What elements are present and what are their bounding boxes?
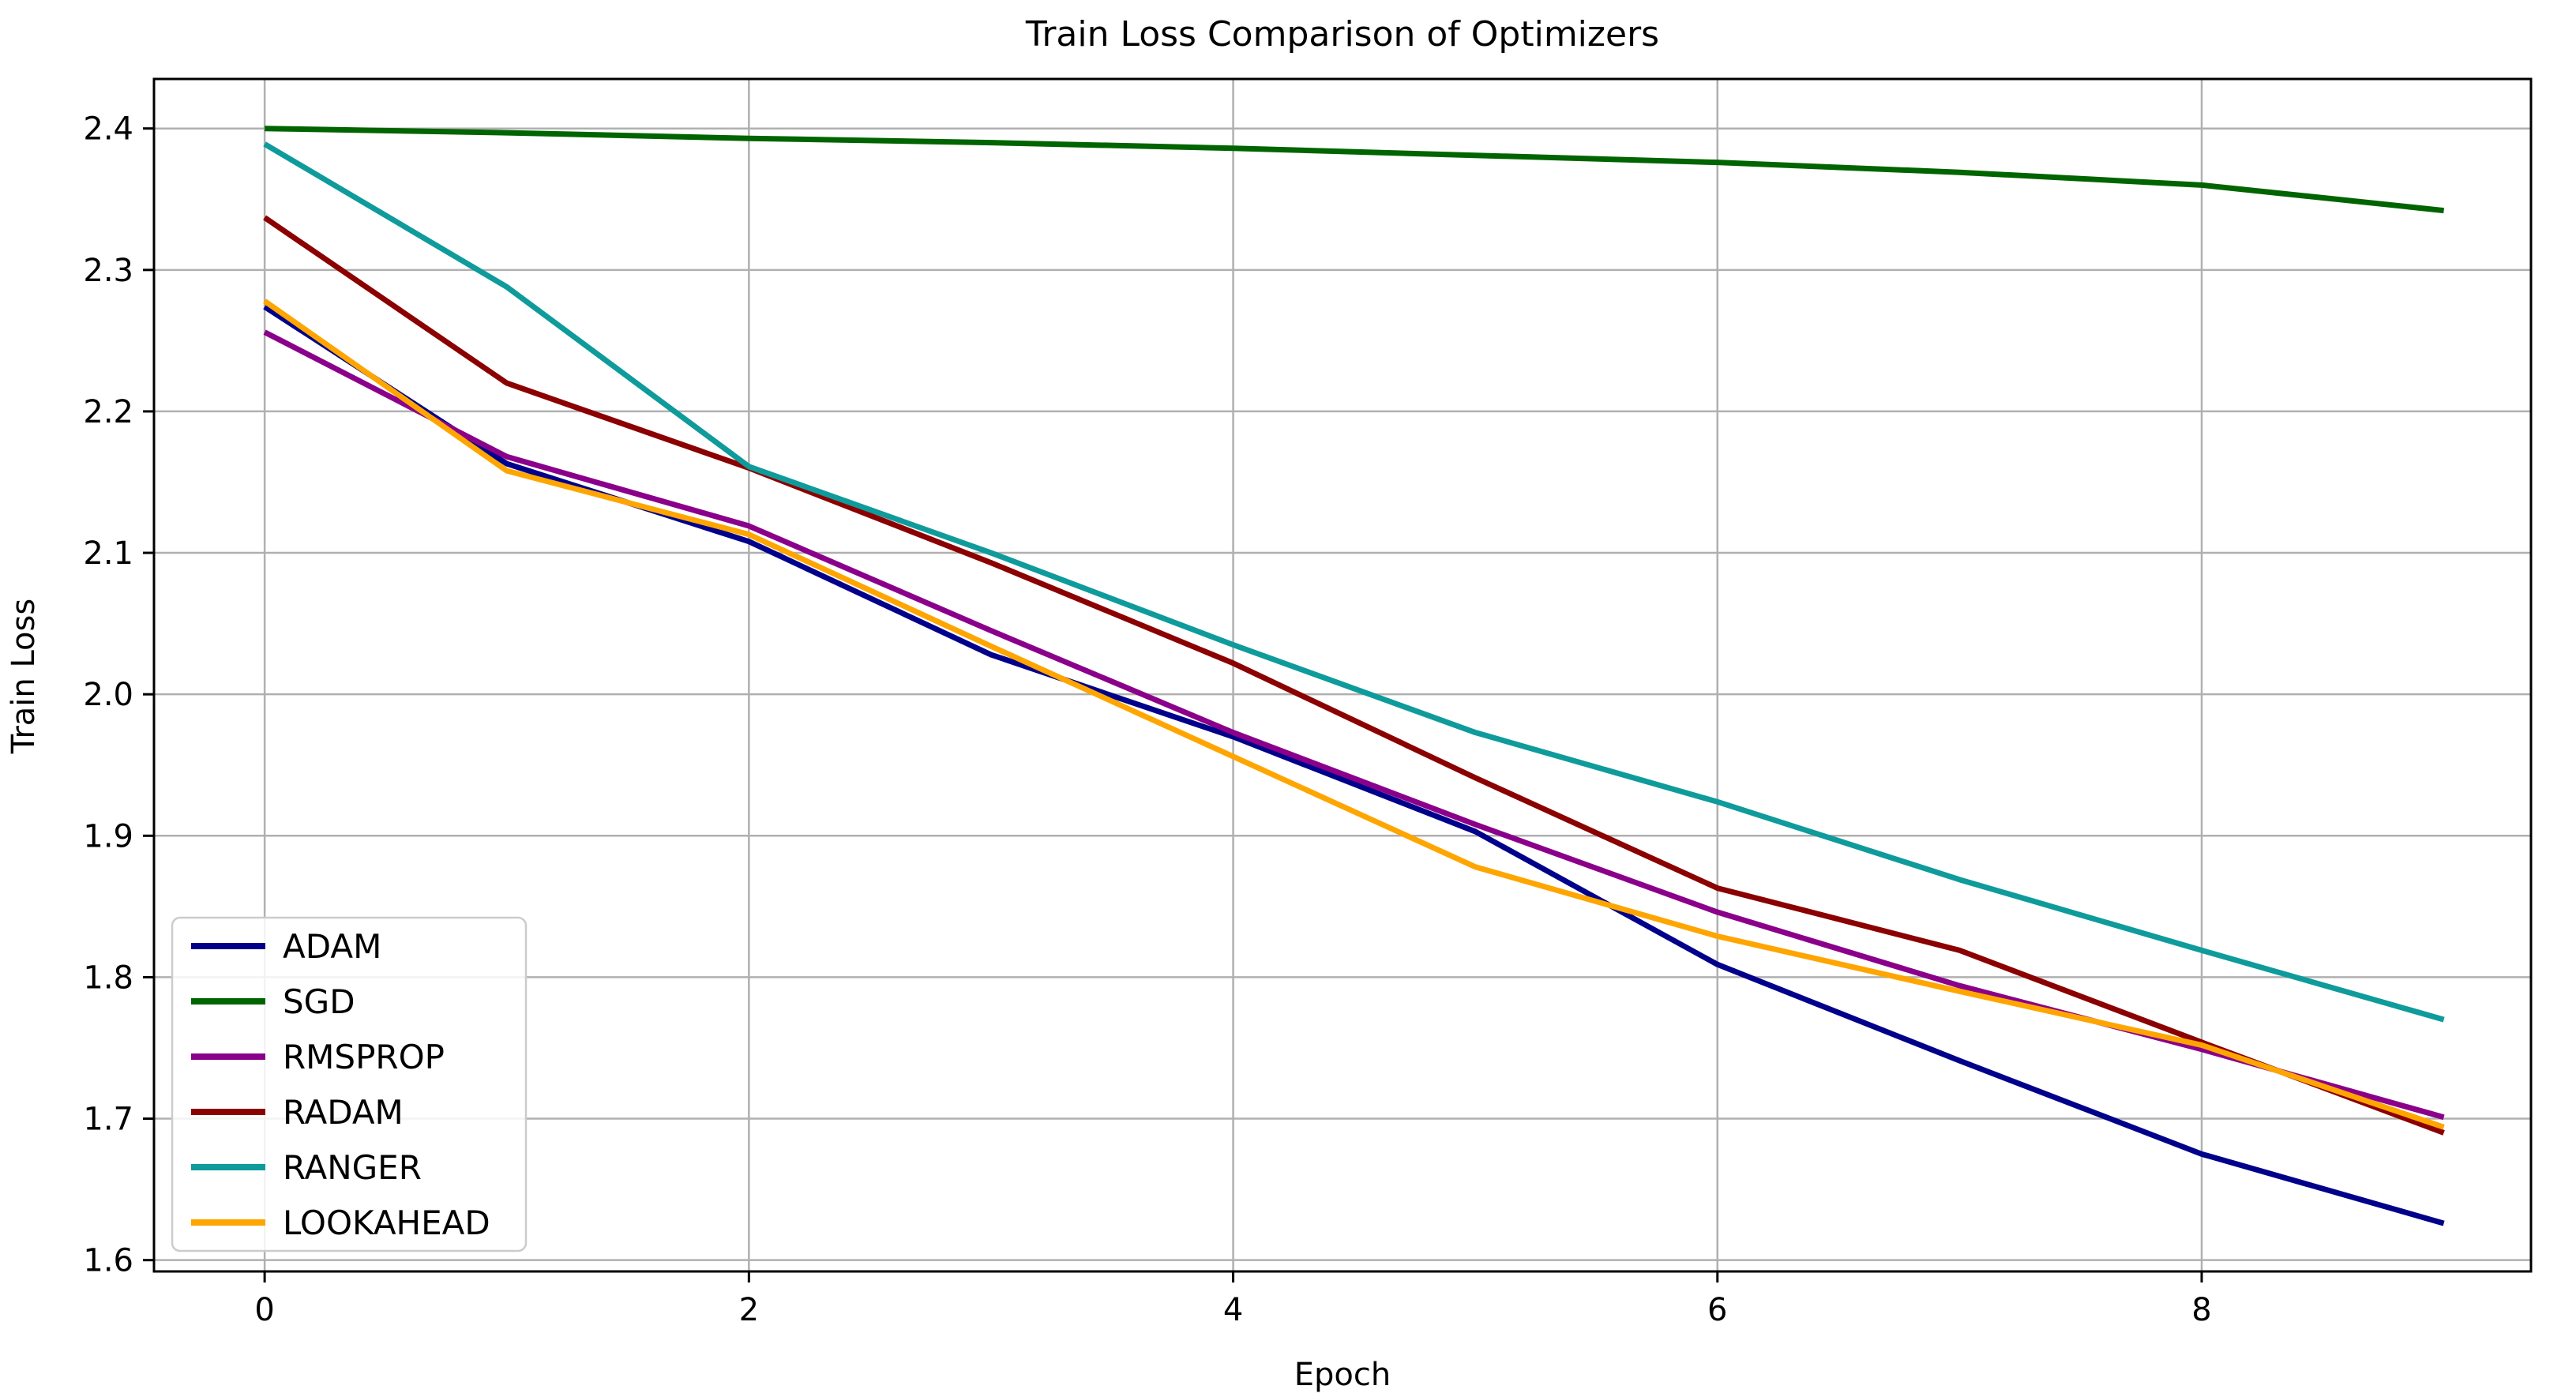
axes-spines bbox=[152, 77, 2533, 1273]
legend-label-radam: RADAM bbox=[283, 1093, 404, 1132]
legend-label-adam: ADAM bbox=[283, 927, 381, 966]
legend-item-rmsprop: RMSPROP bbox=[191, 1038, 445, 1076]
y-tick-label-1.9: 1.9 bbox=[83, 818, 133, 854]
y-tick-label-2.0: 2.0 bbox=[83, 677, 133, 713]
legend-label-rmsprop: RMSPROP bbox=[283, 1038, 445, 1076]
series-line-lookahead bbox=[263, 299, 2445, 1130]
chart-title: Train Loss Comparison of Optimizers bbox=[1025, 14, 1660, 54]
legend-item-radam: RADAM bbox=[191, 1093, 404, 1132]
y-tick-label-2.4: 2.4 bbox=[83, 111, 133, 148]
legend-box bbox=[171, 916, 528, 1252]
y-tick-label-1.8: 1.8 bbox=[83, 959, 133, 996]
series-line-rmsprop bbox=[263, 329, 2445, 1121]
series-lines-group bbox=[263, 126, 2445, 1226]
legend-label-ranger: RANGER bbox=[283, 1148, 422, 1187]
x-tick-label-2: 2 bbox=[739, 1292, 759, 1328]
x-tick-label-0: 0 bbox=[254, 1292, 274, 1328]
x-tick-label-8: 8 bbox=[2191, 1292, 2211, 1328]
x-axis-label: Epoch bbox=[1294, 1357, 1391, 1393]
legend-label-sgd: SGD bbox=[283, 982, 355, 1021]
y-tick-label-1.7: 1.7 bbox=[83, 1102, 133, 1138]
legend-item-adam: ADAM bbox=[191, 927, 381, 966]
series-line-radam bbox=[263, 215, 2445, 1136]
y-tick-label-2.3: 2.3 bbox=[83, 253, 133, 289]
series-line-ranger bbox=[263, 141, 2445, 1023]
legend-item-ranger: RANGER bbox=[191, 1148, 422, 1187]
y-tick-label-2.1: 2.1 bbox=[83, 535, 133, 572]
legend-label-lookahead: LOOKAHEAD bbox=[283, 1204, 490, 1242]
series-line-sgd bbox=[265, 126, 2444, 214]
y-tick-label-2.2: 2.2 bbox=[83, 394, 133, 430]
y-axis-label: Train Loss bbox=[6, 598, 42, 754]
x-tick-label-6: 6 bbox=[1707, 1292, 1727, 1328]
series-line-adam bbox=[263, 304, 2445, 1226]
x-tick-label-4: 4 bbox=[1223, 1292, 1243, 1328]
legend-item-lookahead: LOOKAHEAD bbox=[191, 1204, 490, 1242]
y-tick-label-1.6: 1.6 bbox=[83, 1243, 133, 1279]
legend-item-sgd: SGD bbox=[191, 982, 355, 1021]
legend: ADAM SGD RMSPROP RADAM RANGER LOOKAHEAD bbox=[171, 916, 528, 1252]
